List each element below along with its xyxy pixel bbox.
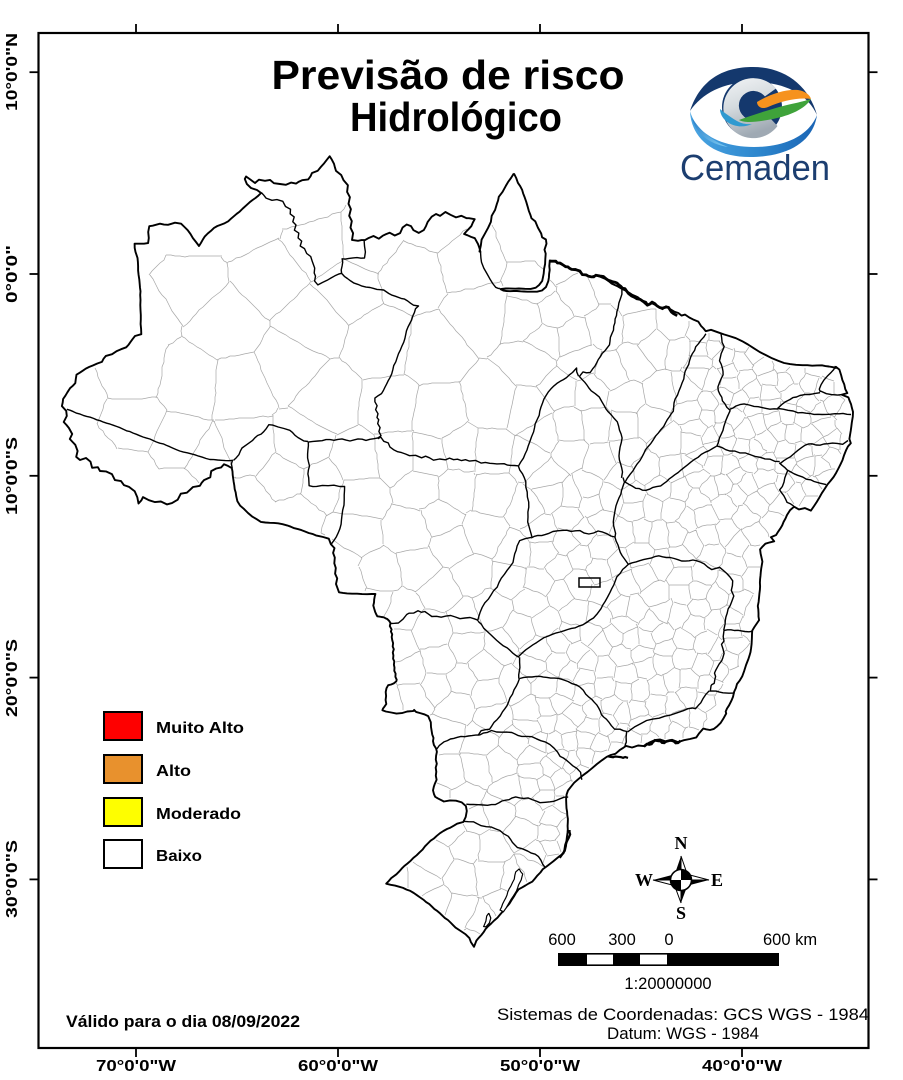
svg-text:Moderado: Moderado: [156, 806, 241, 823]
svg-text:0°0'0": 0°0'0": [4, 245, 21, 303]
svg-text:600 km: 600 km: [763, 931, 817, 949]
svg-text:40°0'0"W: 40°0'0"W: [702, 1058, 783, 1075]
svg-text:10°0'0"N: 10°0'0"N: [4, 33, 21, 111]
svg-text:Muito Alto: Muito Alto: [156, 720, 244, 737]
svg-text:300: 300: [608, 931, 636, 949]
svg-text:W: W: [635, 870, 653, 890]
svg-text:30°0'0"S: 30°0'0"S: [4, 840, 21, 918]
svg-text:Sistemas de Coordenadas: GCS W: Sistemas de Coordenadas: GCS WGS - 1984: [497, 1005, 869, 1024]
svg-text:Alto: Alto: [156, 763, 191, 780]
svg-text:N: N: [675, 833, 688, 853]
svg-text:S: S: [676, 903, 686, 923]
svg-text:E: E: [711, 870, 723, 890]
svg-text:Datum: WGS - 1984: Datum: WGS - 1984: [607, 1024, 759, 1043]
svg-text:Baixo: Baixo: [156, 848, 202, 865]
svg-text:50°0'0"W: 50°0'0"W: [500, 1058, 581, 1075]
svg-text:20°0'0"S: 20°0'0"S: [4, 639, 21, 717]
svg-text:Previsão de risco: Previsão de risco: [272, 52, 625, 98]
svg-text:60°0'0"W: 60°0'0"W: [298, 1058, 379, 1075]
svg-text:Cemaden: Cemaden: [680, 147, 830, 188]
svg-text:10°0'0"S: 10°0'0"S: [4, 437, 21, 515]
svg-text:1:20000000: 1:20000000: [624, 975, 711, 993]
svg-text:Válido para o dia 08/09/2022: Válido para o dia 08/09/2022: [66, 1013, 300, 1031]
svg-text:Hidrológico: Hidrológico: [350, 94, 562, 140]
svg-text:0: 0: [664, 931, 673, 949]
svg-text:600: 600: [548, 931, 576, 949]
svg-text:70°0'0"W: 70°0'0"W: [96, 1058, 177, 1075]
